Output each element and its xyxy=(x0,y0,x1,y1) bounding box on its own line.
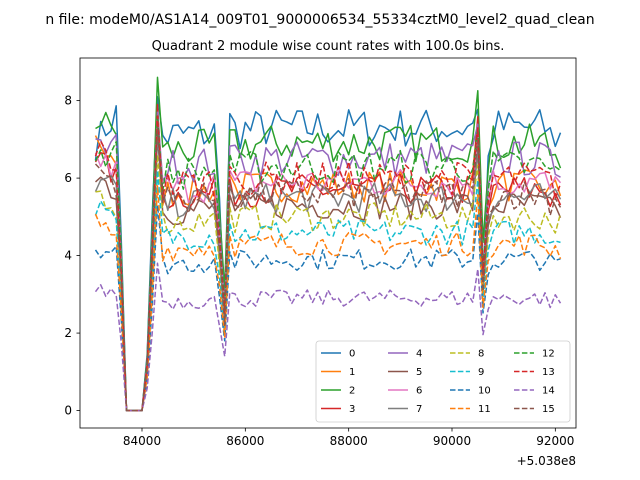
series-line-12 xyxy=(94,115,561,412)
legend-label-15: 15 xyxy=(542,404,555,415)
legend-box xyxy=(315,340,571,423)
legend-label-9: 9 xyxy=(478,367,484,378)
legend-label-7: 7 xyxy=(416,404,422,415)
plot-area xyxy=(94,76,562,412)
series-line-14 xyxy=(94,262,562,412)
series-line-11 xyxy=(94,185,562,412)
legend-label-2: 2 xyxy=(349,386,355,397)
chart-title: Quadrant 2 module wise count rates with … xyxy=(152,39,505,54)
y-tick-label: 4 xyxy=(64,249,72,263)
legend-label-10: 10 xyxy=(478,386,491,397)
x-tick-label: 88000 xyxy=(330,434,368,448)
x-tick-label: 90000 xyxy=(433,434,471,448)
x-tick-label: 84000 xyxy=(123,434,161,448)
y-tick-label: 2 xyxy=(64,326,72,340)
legend-label-12: 12 xyxy=(542,349,555,360)
legend-label-1: 1 xyxy=(349,367,355,378)
x-axis: 84000 86000 88000 90000 92000 xyxy=(123,428,574,448)
y-tick-label: 8 xyxy=(64,94,72,108)
legend-label-14: 14 xyxy=(542,386,555,397)
figure-suptitle: n file: modeM0/AS1A14_009T01_9000006534_… xyxy=(45,12,594,28)
y-tick-label: 6 xyxy=(64,171,72,185)
legend-label-3: 3 xyxy=(349,404,355,415)
legend-label-6: 6 xyxy=(416,386,422,397)
axes-frame xyxy=(79,57,577,429)
series-line-10 xyxy=(94,204,561,412)
series-line-2 xyxy=(95,76,562,412)
legend-label-5: 5 xyxy=(416,367,422,378)
y-tick-label: 0 xyxy=(64,404,72,418)
x-tick-label: 92000 xyxy=(536,434,574,448)
legend-label-4: 4 xyxy=(416,349,422,360)
series-line-15 xyxy=(94,126,562,412)
legend-label-0: 0 xyxy=(349,349,355,360)
legend-label-11: 11 xyxy=(478,404,491,415)
x-offset-label: +5.038e8 xyxy=(517,454,576,468)
legend-label-8: 8 xyxy=(478,349,484,360)
x-tick-label: 86000 xyxy=(226,434,264,448)
legend-label-13: 13 xyxy=(542,367,555,378)
y-axis: 0 2 4 6 8 xyxy=(64,94,80,418)
